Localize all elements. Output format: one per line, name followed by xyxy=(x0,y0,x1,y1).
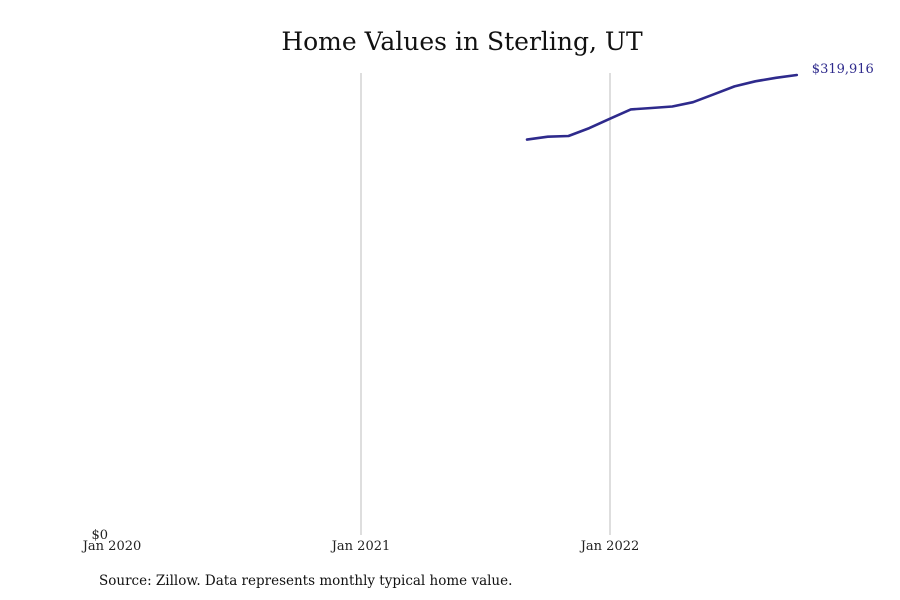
gridlines xyxy=(360,73,611,535)
x-tick-label: Jan 2021 xyxy=(330,539,391,554)
home-value-line xyxy=(525,73,799,141)
source-note: Source: Zillow. Data represents monthly … xyxy=(99,573,512,589)
y-tick-label: $0 xyxy=(91,528,108,543)
y-axis-ticks: $0 xyxy=(91,528,108,543)
chart-title: Home Values in Sterling, UT xyxy=(281,27,643,56)
x-tick-label: Jan 2020 xyxy=(81,539,142,554)
end-value-label: $319,916 xyxy=(812,62,874,77)
x-axis-ticks: Jan 2020 Jan 2021 Jan 2022 xyxy=(81,539,640,554)
series-layer xyxy=(525,73,799,141)
x-tick-label: Jan 2022 xyxy=(579,539,640,554)
